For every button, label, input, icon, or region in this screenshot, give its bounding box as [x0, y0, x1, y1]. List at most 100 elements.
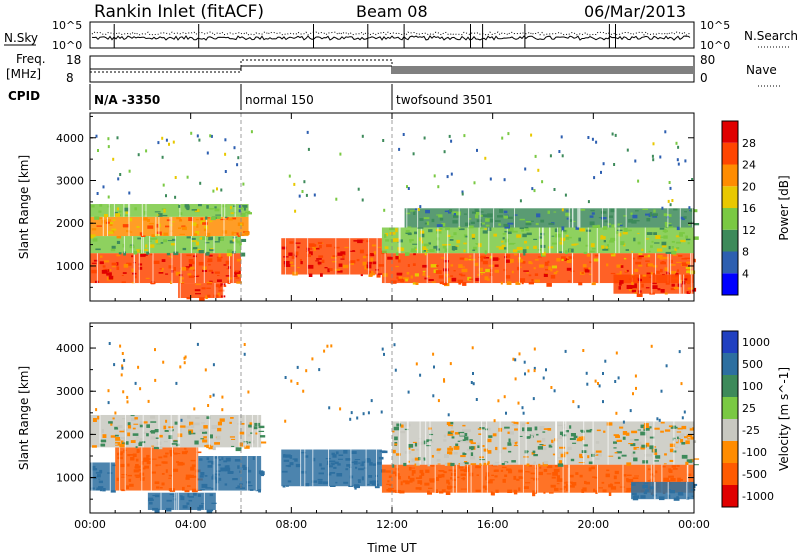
- scatter-point: [577, 405, 580, 409]
- data-speckle: [677, 427, 683, 430]
- data-speckle: [589, 261, 592, 264]
- data-speckle: [353, 485, 357, 488]
- data-speckle: [240, 487, 245, 489]
- data-speckle: [317, 261, 322, 265]
- data-speckle: [422, 246, 427, 250]
- data-speckle: [141, 235, 146, 237]
- data-speckle: [136, 249, 141, 253]
- data-speckle: [670, 287, 675, 291]
- data-speckle: [508, 243, 515, 245]
- scatter-point: [307, 147, 310, 151]
- data-gap: [350, 449, 352, 487]
- data-speckle: [398, 259, 401, 263]
- data-speckle: [686, 496, 690, 500]
- data-speckle: [235, 277, 240, 279]
- data-speckle: [576, 438, 583, 442]
- data-speckle: [358, 479, 361, 483]
- data-speckle: [613, 441, 617, 444]
- scatter-point: [107, 145, 110, 149]
- data-speckle: [688, 290, 692, 294]
- data-speckle: [128, 478, 132, 482]
- scatter-point: [206, 151, 209, 155]
- data-speckle: [376, 273, 383, 275]
- data-speckle: [578, 436, 582, 439]
- data-gap: [481, 464, 483, 493]
- scatter-point: [95, 134, 98, 138]
- data-speckle: [202, 431, 208, 434]
- data-speckle: [569, 438, 576, 440]
- data-speckle: [168, 477, 171, 479]
- data-speckle: [317, 478, 323, 481]
- data-speckle: [129, 217, 133, 222]
- data-speckle: [411, 458, 415, 463]
- data-speckle: [361, 476, 364, 481]
- data-gap: [396, 464, 398, 493]
- data-speckle: [414, 231, 418, 235]
- data-speckle: [685, 235, 688, 239]
- data-speckle: [220, 237, 224, 241]
- data-speckle: [116, 266, 120, 270]
- data-gap: [614, 208, 616, 228]
- data-speckle: [588, 461, 593, 465]
- data-speckle: [144, 249, 148, 251]
- data-speckle: [693, 464, 699, 466]
- data-speckle: [468, 225, 474, 229]
- data-speckle: [217, 421, 222, 426]
- data-speckle: [654, 427, 660, 430]
- data-gap: [519, 253, 520, 284]
- data-speckle: [184, 426, 190, 429]
- data-speckle: [539, 428, 543, 431]
- data-speckle: [476, 474, 479, 476]
- scatter-point: [432, 352, 435, 356]
- data-speckle: [504, 426, 510, 429]
- data-speckle: [452, 211, 458, 215]
- data-speckle: [429, 433, 434, 436]
- data-speckle: [219, 418, 225, 422]
- data-speckle: [404, 428, 409, 431]
- data-gap: [365, 449, 367, 487]
- data-speckle: [450, 264, 454, 267]
- data-speckle: [525, 482, 531, 484]
- data-speckle: [334, 268, 341, 271]
- data-speckle: [199, 429, 205, 432]
- data-speckle: [659, 496, 665, 501]
- data-speckle: [90, 234, 96, 237]
- scatter-point: [594, 379, 597, 383]
- data-speckle: [169, 494, 175, 496]
- scatter-point: [243, 352, 246, 356]
- data-speckle: [551, 235, 555, 237]
- data-speckle: [583, 251, 587, 254]
- data-speckle: [648, 250, 651, 253]
- data-speckle: [600, 235, 604, 237]
- scatter-point: [617, 376, 620, 380]
- data-speckle: [691, 482, 695, 485]
- data-speckle: [356, 259, 360, 262]
- data-speckle: [214, 442, 220, 445]
- data-gap: [194, 253, 196, 284]
- data-speckle: [508, 469, 513, 474]
- data-speckle: [199, 297, 205, 302]
- data-speckle: [433, 245, 439, 249]
- data-speckle: [104, 214, 108, 218]
- data-speckle: [191, 488, 198, 493]
- data-speckle: [672, 254, 677, 256]
- data-speckle: [201, 422, 205, 424]
- data-speckle: [458, 465, 464, 469]
- data-speckle: [376, 461, 382, 465]
- data-gap: [158, 216, 160, 237]
- data-gap: [244, 414, 246, 448]
- data-speckle: [506, 281, 512, 285]
- data-speckle: [425, 469, 430, 473]
- data-speckle: [621, 454, 627, 457]
- scatter-point: [658, 418, 661, 422]
- data-gap: [304, 449, 306, 487]
- data-speckle: [320, 467, 325, 470]
- data-speckle: [498, 223, 502, 226]
- data-speckle: [565, 430, 569, 433]
- data-speckle: [450, 477, 453, 480]
- data-speckle: [161, 482, 165, 486]
- data-speckle: [676, 261, 682, 263]
- data-speckle: [146, 433, 149, 437]
- data-speckle: [684, 436, 688, 439]
- data-gap: [686, 464, 688, 493]
